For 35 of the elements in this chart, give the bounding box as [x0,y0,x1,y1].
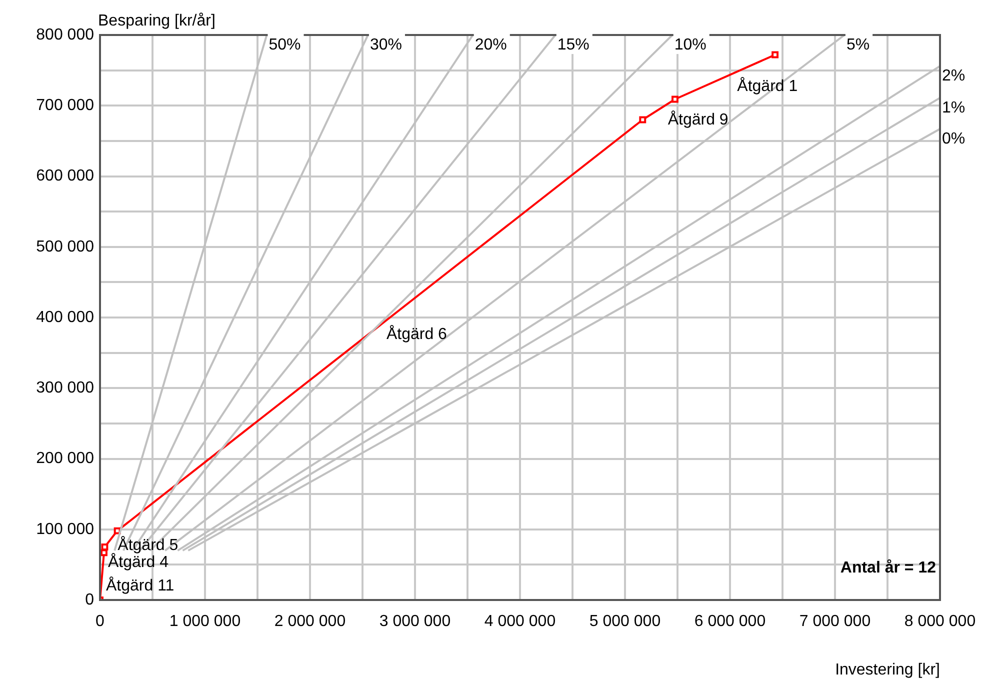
series-label: 30% [370,36,402,54]
series-label: 10% [674,36,706,54]
x-tick-label: 4 000 000 [484,613,556,630]
x-tick-label: 1 000 000 [169,613,241,630]
y-tick-label: 0 [85,591,94,608]
series-label: 0% [942,130,966,148]
y-tick-label: 100 000 [36,520,94,538]
annotation: Åtgärd 11 [106,576,174,595]
annotation: Åtgärd 4 [108,553,169,572]
annotation: Åtgärd 1 [737,77,798,96]
y-tick-label: 700 000 [36,97,94,114]
annotation: Åtgärd 5 [118,536,178,554]
y-tick-label: 300 000 [36,380,94,397]
annotation: Antal år = 12 [840,558,936,576]
x-tick-label: 2 000 000 [274,613,346,630]
x-tick-label: 3 000 000 [379,613,451,630]
x-tick-label: 6 000 000 [694,613,766,630]
y-tick-label: 400 000 [36,308,94,326]
y-tick-label: 800 000 [36,26,94,44]
x-tick-label: 5 000 000 [589,613,661,630]
y-tick-label: 200 000 [36,450,94,468]
x-tick-label: 8 000 000 [904,613,976,630]
series-label: 15% [557,36,590,54]
series-label: 1% [942,99,966,116]
y-tick-label: 600 000 [36,168,94,185]
annotation: Åtgärd 9 [668,110,728,128]
series-label: 2% [942,67,966,84]
annotation: Åtgärd 6 [386,324,448,343]
y-axis-title: Besparing [kr/år] [98,12,216,30]
series-label: 5% [846,36,870,54]
x-tick-label: 7 000 000 [799,613,871,630]
x-axis-title: Investering [kr] [835,661,940,678]
series-label: 20% [474,36,507,54]
y-tick-label: 500 000 [36,238,94,256]
series-label: 50% [268,36,301,54]
